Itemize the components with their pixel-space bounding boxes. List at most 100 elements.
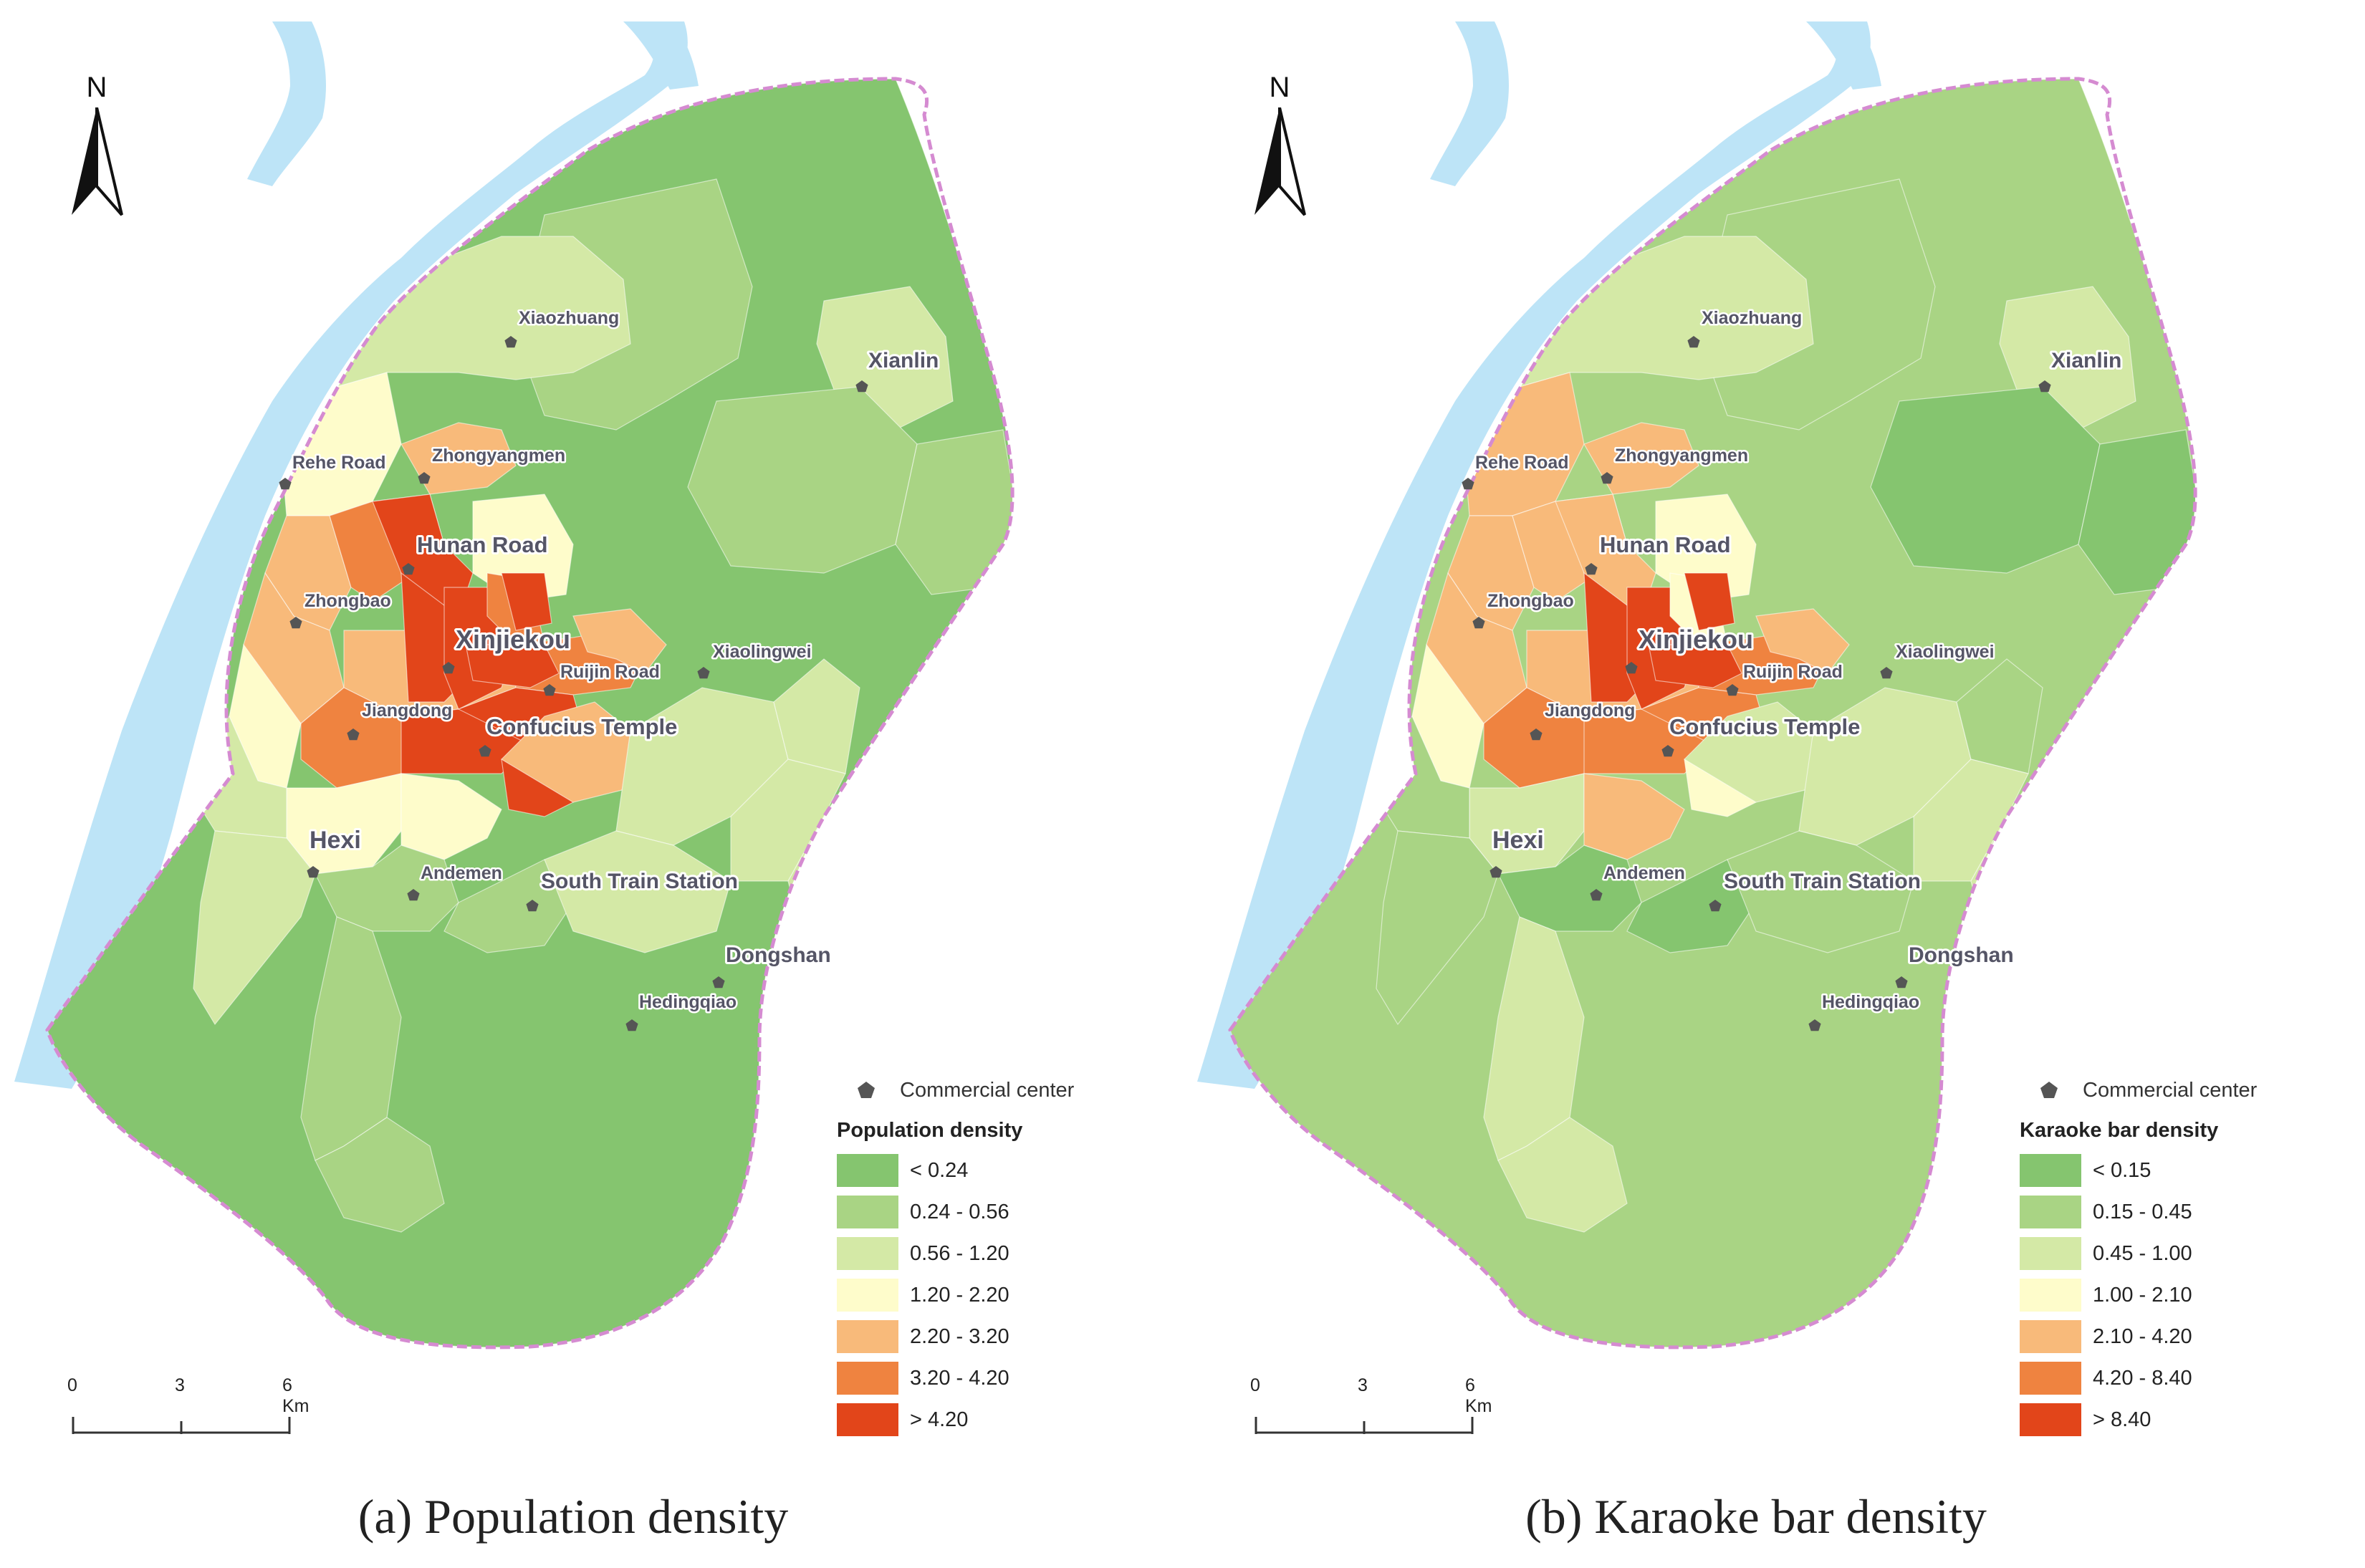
legend-swatch — [2020, 1154, 2081, 1187]
legend-class: > 8.40 — [2020, 1399, 2335, 1440]
legend-swatch — [2020, 1362, 2081, 1395]
district-area — [501, 572, 552, 631]
legend-swatch — [2020, 1279, 2081, 1312]
commercial-center-marker — [307, 866, 320, 878]
legend-class: < 0.15 — [2020, 1150, 2335, 1191]
legend-class-label: > 4.20 — [910, 1408, 969, 1431]
district-area — [1497, 1117, 1628, 1233]
commercial-center-marker — [526, 900, 539, 912]
legend-class-label: 2.20 - 3.20 — [910, 1324, 1009, 1348]
place-label: Hedingqiao — [1822, 992, 1919, 1012]
legend-class-label: > 8.40 — [2093, 1408, 2151, 1431]
city-boundary — [1228, 77, 2197, 1350]
place-label: Confucius Temple — [1669, 714, 1860, 739]
commercial-center-marker — [697, 667, 710, 679]
commercial-center-marker — [1601, 472, 1613, 484]
scale-tick-label: 3 — [175, 1375, 185, 1395]
commercial-center-marker — [2038, 380, 2051, 393]
commercial-center-marker — [479, 745, 491, 757]
district-area — [1648, 644, 1742, 688]
scale-bar: 0 3 6 Km — [67, 1375, 315, 1440]
legend: Commercial center Karaoke bar density < … — [2020, 1073, 2335, 1440]
commercial-center-marker — [1462, 478, 1474, 490]
legend-class-label: 0.24 - 0.56 — [910, 1200, 1009, 1223]
legend-class-label: 0.45 - 1.00 — [2093, 1241, 2192, 1265]
legend-class: 0.56 - 1.20 — [837, 1233, 1152, 1274]
place-label: Hexi — [1492, 827, 1544, 854]
district-area — [1727, 830, 1914, 953]
legend-class: 4.20 - 8.40 — [2020, 1357, 2335, 1399]
legend-swatch — [837, 1237, 898, 1270]
river-shape — [247, 21, 326, 186]
commercial-center-marker — [1489, 866, 1502, 878]
commercial-center-marker — [1661, 745, 1674, 757]
commercial-center-marker — [418, 472, 431, 484]
legend-class: < 0.24 — [837, 1150, 1152, 1191]
legend-class: 1.00 - 2.10 — [2020, 1274, 2335, 1316]
legend-class-label: 1.20 - 2.20 — [910, 1283, 1009, 1307]
map-panel-population: Xiaozhuang Xianlin Rehe Road Zhongyangmen Hu… — [0, 0, 1182, 1568]
pentagon-marker-icon — [2040, 1082, 2058, 1098]
legend-swatch — [837, 1279, 898, 1312]
legend-class-label: 0.56 - 1.20 — [910, 1241, 1009, 1265]
commercial-center-marker — [855, 380, 868, 393]
legend-swatch — [837, 1403, 898, 1436]
place-label: Dongshan — [1909, 943, 2014, 967]
place-label: Zhongbao — [1487, 591, 1574, 611]
district-area — [1956, 658, 2043, 774]
commercial-center-marker — [1472, 617, 1485, 629]
commercial-center-marker — [402, 563, 415, 575]
place-label: Xianlin — [868, 349, 939, 372]
legend-commercial-center: Commercial center — [837, 1073, 1152, 1107]
place-label: South Train Station — [1724, 870, 1921, 893]
commercial-center-marker — [712, 976, 725, 989]
legend-class: 0.24 - 0.56 — [837, 1191, 1152, 1233]
commercial-center-marker — [442, 662, 455, 674]
legend-class-label: 2.10 - 4.20 — [2093, 1324, 2192, 1348]
scale-bar: 0 3 6 Km — [1250, 1375, 1498, 1440]
place-label: Zhongbao — [304, 591, 391, 611]
legend-swatch — [2020, 1196, 2081, 1228]
legend-swatch — [837, 1362, 898, 1395]
district-group — [1230, 79, 2196, 1347]
legend-swatch — [2020, 1237, 2081, 1270]
north-arrow-icon — [1255, 107, 1306, 216]
district-area — [544, 830, 731, 953]
legend-class: > 4.20 — [837, 1399, 1152, 1440]
legend-class: 2.20 - 3.20 — [837, 1316, 1152, 1357]
commercial-center-marker — [1625, 662, 1638, 674]
district-area — [1376, 830, 1499, 1026]
place-label: Xiaolingwei — [713, 642, 812, 662]
commercial-center-marker — [1895, 976, 1908, 989]
legend-swatch — [837, 1154, 898, 1187]
panel-caption: (a) Population density — [358, 1489, 789, 1544]
legend-class-label: < 0.24 — [910, 1158, 969, 1182]
scale-bar-line — [72, 1417, 291, 1434]
scale-tick-label: 0 — [1250, 1375, 1260, 1395]
place-label: Xiaozhuang — [1702, 308, 1802, 328]
place-label: Xinjiekou — [456, 625, 570, 654]
place-label: Hunan Road — [417, 532, 548, 557]
district-area — [773, 658, 860, 774]
legend-title: Karaoke bar density — [2020, 1119, 2219, 1142]
map-panel-karaoke: Xiaozhuang Xianlin Rehe Road Zhongyangmen Hu… — [1183, 0, 2365, 1568]
legend: Commercial center Population density < 0… — [837, 1073, 1152, 1440]
north-label: N — [86, 72, 107, 103]
place-label: Andemen — [1603, 863, 1685, 883]
scale-tick-label: 3 — [1358, 1375, 1368, 1395]
commercial-center-marker — [289, 617, 302, 629]
place-label: Xiaozhuang — [519, 308, 619, 328]
legend-swatch — [2020, 1320, 2081, 1353]
scale-bar-line — [1255, 1417, 1474, 1434]
commercial-center-marker — [1585, 563, 1598, 575]
legend-class: 0.15 - 0.45 — [2020, 1191, 2335, 1233]
commercial-center-marker — [407, 889, 420, 901]
legend-marker-label: Commercial center — [900, 1078, 1075, 1102]
legend-class-label: 0.15 - 0.45 — [2093, 1200, 2192, 1223]
scale-tick-label: 0 — [67, 1375, 77, 1395]
commercial-center-marker — [1530, 728, 1543, 741]
place-label: Rehe Road — [292, 453, 386, 473]
legend-swatch — [2020, 1403, 2081, 1436]
legend-class: 1.20 - 2.20 — [837, 1274, 1152, 1316]
place-label: Jiangdong — [362, 701, 452, 721]
